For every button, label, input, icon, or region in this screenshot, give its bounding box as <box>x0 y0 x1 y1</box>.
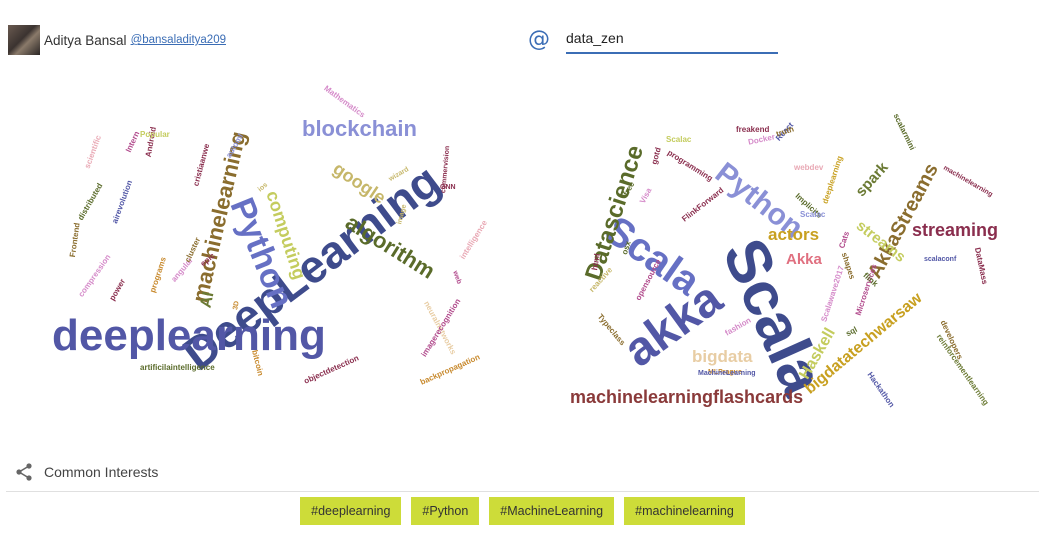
at-icon: @ <box>528 27 550 52</box>
compare-handle-input[interactable] <box>566 26 778 54</box>
cloud-word: reinforcementlearning <box>934 332 991 407</box>
right-word-cloud: Scala akka Scala Python Datascience AkkaStrea… <box>560 76 1030 436</box>
tag-chip[interactable]: #deeplearning <box>300 497 402 525</box>
tag-chip[interactable]: #Python <box>411 497 480 525</box>
user-handle-link[interactable]: @bansaladitya209 <box>130 34 226 46</box>
cloud-word: FlinkForward <box>680 185 726 224</box>
cloud-word: webdev <box>794 163 824 172</box>
common-tags: #deeplearning #Python #MachineLearning #… <box>0 497 1045 525</box>
cloud-word: deeplearning <box>820 154 845 205</box>
cloud-word: programming <box>665 148 715 184</box>
cloud-word: intelligence <box>458 218 490 261</box>
cloud-word: Popular <box>140 130 170 139</box>
cloud-word: cristiaanwe <box>191 142 212 188</box>
share-icon <box>16 463 32 481</box>
left-word-cloud: DeepLearning deeplearning blockchain machin… <box>40 76 500 436</box>
divider <box>6 491 1039 492</box>
common-interests-label: Common Interests <box>44 464 159 480</box>
cloud-word: Scalawave2017 <box>819 264 846 323</box>
cloud-word: Docker <box>747 132 776 147</box>
tag-chip[interactable]: #MachineLearning <box>489 497 615 525</box>
cloud-word: Mathematics <box>322 83 367 120</box>
cloud-word: gotd <box>649 146 663 166</box>
cloud-word: streaming <box>912 220 999 240</box>
cloud-word: Akka <box>786 251 822 268</box>
cloud-word: sql <box>844 324 859 339</box>
user-name: Aditya Bansal <box>44 32 127 48</box>
cloud-word: Frontend <box>67 222 82 258</box>
cloud-word: freakend <box>736 125 770 134</box>
cloud-word: power <box>107 277 128 303</box>
cloud-word: Visa <box>637 186 654 206</box>
cloud-word: web <box>451 269 463 286</box>
cloud-word: programs <box>147 255 168 294</box>
cloud-word: machinelearning <box>941 164 994 199</box>
common-interests-header: Common Interests <box>14 462 158 482</box>
cloud-word: scalaconf <box>924 256 957 263</box>
cloud-word: actors <box>768 225 820 244</box>
cloud-word: Intern <box>123 129 142 154</box>
cloud-word: scientific <box>82 133 104 170</box>
tag-chip[interactable]: #machinelearning <box>624 497 745 525</box>
cloud-word: DataMass <box>972 246 990 286</box>
user-profile: Aditya Bansal @bansaladitya209 <box>8 25 226 55</box>
cloud-word: AI <box>197 290 218 310</box>
cloud-word: MachineLearning <box>698 370 756 377</box>
cloud-word: machinelearningflashcards <box>570 387 804 407</box>
cloud-word: MLPrague <box>708 369 742 376</box>
cloud-word: Cats <box>837 230 852 250</box>
cloud-word: compression <box>76 252 113 299</box>
cloud-word: GNN <box>440 184 456 191</box>
avatar <box>8 25 40 55</box>
cloud-word: spark <box>852 158 892 201</box>
cloud-word: scalarmini <box>891 112 917 152</box>
cloud-word: backpropagation <box>418 352 482 387</box>
cloud-word: blockchain <box>302 116 417 141</box>
cloud-word: Scalac <box>800 210 826 219</box>
cloud-word: bigdata <box>692 347 753 366</box>
cloud-word: deeplearning <box>52 311 326 360</box>
cloud-word: airevolution <box>110 178 135 225</box>
cloud-word: Scalac <box>666 135 692 144</box>
cloud-word: distributed <box>76 181 105 222</box>
cloud-word: Hackathon <box>865 370 897 410</box>
cloud-word: artificilaintelligence <box>140 363 215 372</box>
